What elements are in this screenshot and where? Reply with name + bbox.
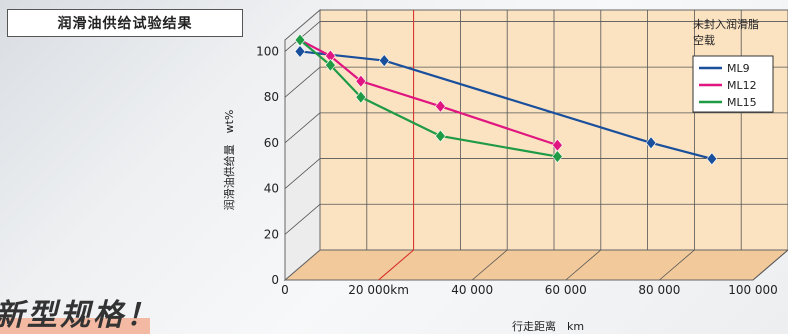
series-line-ml9: [299, 50, 713, 160]
floor-gridline: [565, 249, 602, 281]
y-tick-label: 20: [264, 227, 279, 241]
data-point-ml15: [294, 33, 306, 47]
x-tick-label: 20 000km: [348, 283, 409, 297]
legend-title-line2: 空载: [693, 33, 715, 47]
y-tick-label: 40: [264, 182, 279, 196]
y-axis-title: 润滑油供给量 wt%: [222, 110, 236, 211]
x-tick-label: 60 000: [545, 283, 587, 297]
data-point-ml9: [706, 152, 718, 166]
x-tick-label: 40 000: [451, 283, 493, 297]
legend-label-ml15: ML15: [727, 96, 757, 109]
legend-label-ml12: ML12: [727, 79, 757, 92]
x-tick-label: 0: [281, 283, 289, 297]
y-gridline-side: [284, 66, 321, 98]
y-tick-label: 80: [264, 90, 279, 104]
data-point-ml9: [645, 136, 657, 150]
x-tick-label: 80 000: [638, 283, 680, 297]
chart-floor: [283, 249, 788, 281]
data-point-ml9: [294, 44, 306, 58]
data-point-ml9: [378, 54, 390, 68]
data-point-ml15: [325, 58, 336, 72]
chart-side-wall: [284, 8, 321, 282]
data-point-ml15: [552, 150, 563, 164]
data-point-ml15: [435, 129, 446, 143]
data-point-ml12: [435, 99, 446, 113]
reference-line-floor: [378, 249, 414, 281]
floor-gridline: [752, 249, 788, 281]
x-axis-title: 行走距离 km: [512, 319, 584, 333]
y-gridline-side: [284, 158, 321, 189]
chart-title-box: 润滑油供给试验结果: [7, 9, 243, 37]
slogan-text: 新型规格！: [0, 298, 159, 333]
y-gridline-side: [284, 203, 321, 235]
y-gridline-side: [284, 112, 321, 144]
y-tick-label: 60: [264, 136, 279, 150]
legend-label-ml9: ML9: [727, 62, 750, 75]
legend-title-line1: 未封入润滑脂: [693, 17, 759, 31]
y-tick-label: 0: [271, 273, 279, 287]
x-tick-label: 100 000: [728, 283, 778, 297]
y-gridline-side: [284, 21, 321, 52]
slogan-highlight-bar: [0, 318, 150, 334]
data-point-ml12: [355, 74, 367, 88]
floor-gridline: [659, 249, 695, 281]
chart-title: 润滑油供给试验结果: [57, 16, 193, 32]
y-tick-label: 100: [256, 44, 279, 58]
data-point-ml15: [355, 90, 367, 104]
floor-gridline: [471, 249, 508, 281]
